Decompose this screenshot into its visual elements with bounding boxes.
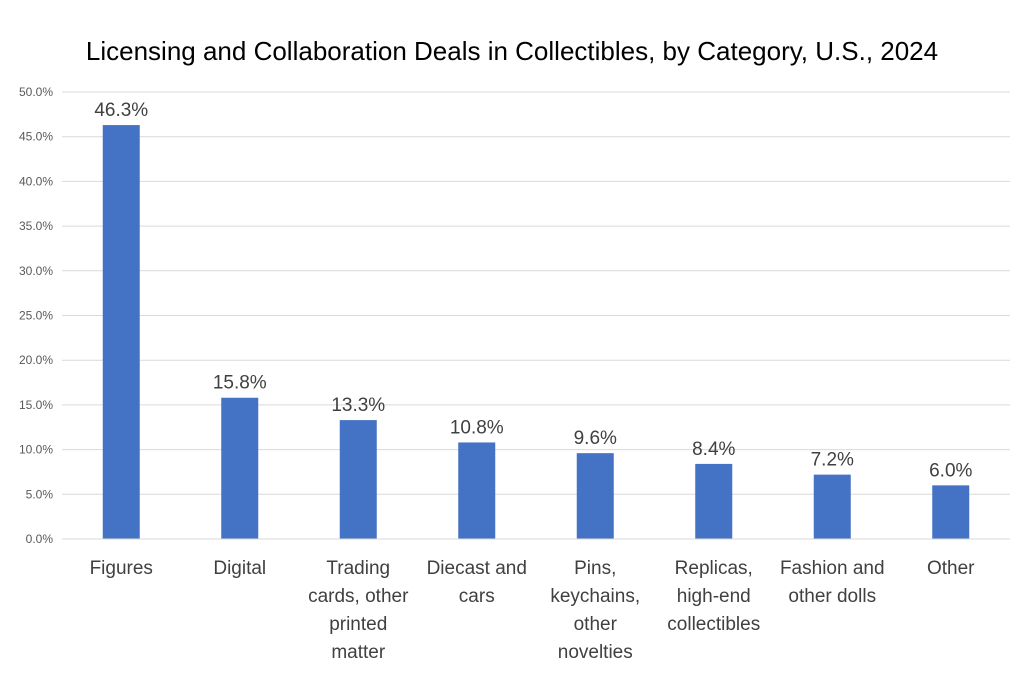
data-label: 6.0%	[929, 460, 972, 481]
x-category-label-line: Pins,	[574, 558, 616, 579]
x-category-label: Fashion and other dolls	[780, 558, 885, 607]
x-category-label-line: matter	[331, 642, 386, 663]
data-label: 9.6%	[574, 428, 617, 449]
x-category-label-line: Figures	[90, 558, 153, 579]
x-category-label: Diecast and cars	[427, 558, 527, 607]
y-tick-label: 15.0%	[19, 398, 53, 412]
data-label: 15.8%	[213, 373, 267, 394]
x-category-label-line: Diecast and	[427, 558, 527, 579]
x-category-label-line: other dolls	[788, 586, 876, 607]
bar	[458, 442, 496, 539]
bar	[932, 485, 970, 539]
x-category-label-line: Digital	[213, 558, 266, 579]
y-tick-label: 30.0%	[19, 264, 53, 278]
x-category-label-line: cards, other	[308, 586, 409, 607]
x-category-label-line: Other	[927, 558, 975, 579]
x-category-label: Digital	[213, 558, 266, 579]
data-label: 7.2%	[811, 450, 854, 471]
bar	[576, 453, 614, 539]
y-tick-label: 25.0%	[19, 309, 53, 323]
x-category-label-line: high-end	[677, 586, 751, 607]
data-label: 10.8%	[450, 417, 504, 438]
x-category-label-line: Replicas,	[675, 558, 753, 579]
x-category-label-line: keychains,	[550, 586, 640, 607]
y-tick-label: 40.0%	[19, 174, 53, 188]
x-category-label-line: collectibles	[667, 614, 760, 635]
x-category-label: Pins, keychains, other novelties	[550, 558, 640, 663]
bar	[221, 397, 259, 539]
data-label: 13.3%	[331, 395, 385, 416]
x-category-label: Figures	[90, 558, 153, 579]
bar	[102, 125, 140, 539]
data-label: 8.4%	[692, 439, 735, 460]
y-tick-label: 20.0%	[19, 353, 53, 367]
x-category-label: Trading cards, other printed matter	[308, 558, 409, 663]
x-category-label-line: Trading	[326, 558, 390, 579]
x-category-label-line: Fashion and	[780, 558, 885, 579]
y-tick-label: 35.0%	[19, 219, 53, 233]
bar	[695, 463, 733, 539]
y-tick-label: 0.0%	[26, 532, 54, 546]
x-category-label: Other	[927, 558, 975, 579]
y-tick-label: 5.0%	[26, 487, 54, 501]
y-tick-label: 10.0%	[19, 443, 53, 457]
x-category-label-line: printed	[329, 614, 387, 635]
x-category-label-line: other	[574, 614, 618, 635]
data-label: 46.3%	[94, 100, 148, 121]
bar	[339, 420, 377, 539]
y-tick-label: 45.0%	[19, 130, 53, 144]
y-tick-label: 50.0%	[19, 85, 53, 99]
chart-title: Licensing and Collaboration Deals in Col…	[85, 36, 939, 66]
x-category-label-line: cars	[459, 586, 495, 607]
bar	[813, 474, 851, 539]
x-category-label-line: novelties	[558, 642, 633, 663]
x-category-label: Replicas, high-end collectibles	[667, 558, 760, 635]
